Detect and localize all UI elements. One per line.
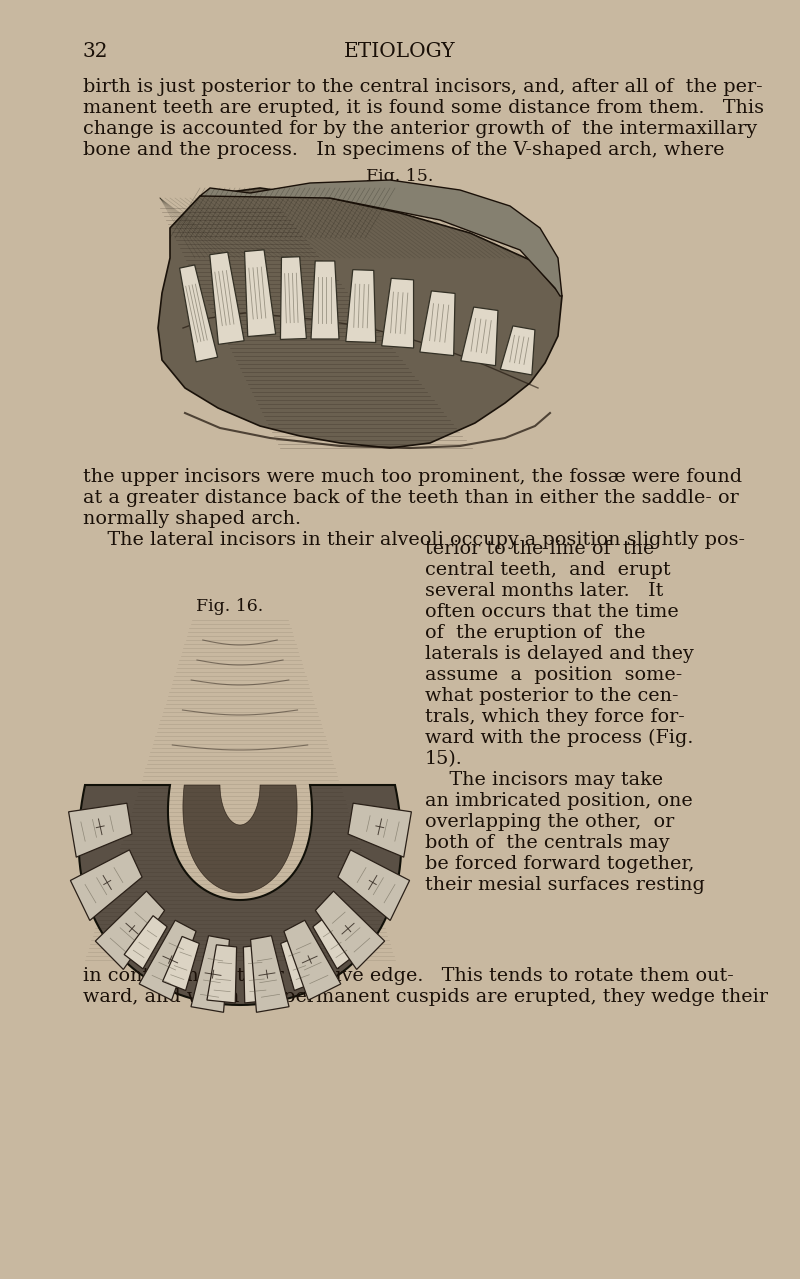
Text: central teeth,  and  erupt: central teeth, and erupt — [425, 561, 670, 579]
Polygon shape — [158, 188, 562, 448]
Text: The incisors may take: The incisors may take — [425, 771, 663, 789]
Text: bone and the process.   In specimens of the V-shaped arch, where: bone and the process. In specimens of th… — [83, 141, 725, 159]
Text: their mesial surfaces resting: their mesial surfaces resting — [425, 876, 705, 894]
Text: an imbricated position, one: an imbricated position, one — [425, 792, 693, 810]
Polygon shape — [315, 891, 385, 969]
Text: both of  the centrals may: both of the centrals may — [425, 834, 670, 852]
Polygon shape — [124, 916, 167, 969]
Polygon shape — [382, 279, 414, 348]
Text: Fig. 16.: Fig. 16. — [196, 599, 264, 615]
Text: often occurs that the time: often occurs that the time — [425, 602, 678, 622]
Polygon shape — [191, 936, 230, 1012]
Polygon shape — [69, 803, 132, 857]
Polygon shape — [78, 785, 402, 1005]
Polygon shape — [183, 785, 297, 893]
Polygon shape — [250, 936, 289, 1012]
Text: ETIOLOGY: ETIOLOGY — [344, 42, 456, 61]
Text: normally shaped arch.: normally shaped arch. — [83, 510, 301, 528]
Polygon shape — [500, 326, 535, 375]
Text: overlapping the other,  or: overlapping the other, or — [425, 813, 674, 831]
Polygon shape — [95, 891, 165, 969]
Polygon shape — [207, 945, 237, 1003]
Text: manent teeth are erupted, it is found some distance from them.   This: manent teeth are erupted, it is found so… — [83, 98, 764, 116]
Text: change is accounted for by the anterior growth of  the intermaxillary: change is accounted for by the anterior … — [83, 120, 757, 138]
Text: at a greater distance back of the teeth than in either the saddle- or: at a greater distance back of the teeth … — [83, 489, 738, 506]
Text: the upper incisors were much too prominent, the fossæ were found: the upper incisors were much too promine… — [83, 468, 742, 486]
Text: what posterior to the cen-: what posterior to the cen- — [425, 687, 678, 705]
Polygon shape — [210, 252, 244, 344]
Polygon shape — [311, 261, 339, 339]
Polygon shape — [348, 803, 411, 857]
Polygon shape — [346, 270, 376, 343]
Text: be forced forward together,: be forced forward together, — [425, 854, 694, 874]
Text: 32: 32 — [83, 42, 109, 61]
Polygon shape — [139, 920, 196, 1000]
Text: trals, which they force for-: trals, which they force for- — [425, 709, 685, 726]
Text: several months later.   It: several months later. It — [425, 582, 663, 600]
Text: in contact near their incisive edge.   This tends to rotate them out-: in contact near their incisive edge. Thi… — [83, 967, 734, 985]
Polygon shape — [338, 849, 410, 921]
Polygon shape — [200, 180, 562, 295]
Text: Fig. 15.: Fig. 15. — [366, 168, 434, 185]
Polygon shape — [420, 290, 455, 356]
Text: laterals is delayed and they: laterals is delayed and they — [425, 645, 694, 663]
Text: assume  a  position  some-: assume a position some- — [425, 666, 682, 684]
Text: 15).: 15). — [425, 749, 462, 767]
Polygon shape — [284, 920, 341, 1000]
Polygon shape — [243, 945, 273, 1003]
Polygon shape — [70, 849, 142, 921]
Polygon shape — [281, 257, 306, 339]
Text: ward with the process (Fig.: ward with the process (Fig. — [425, 729, 694, 747]
Polygon shape — [313, 916, 356, 969]
Text: birth is just posterior to the central incisors, and, after all of  the per-: birth is just posterior to the central i… — [83, 78, 762, 96]
Text: ward, and when the permanent cuspids are erupted, they wedge their: ward, and when the permanent cuspids are… — [83, 987, 768, 1007]
Polygon shape — [162, 936, 199, 990]
Text: of  the eruption of  the: of the eruption of the — [425, 624, 646, 642]
Polygon shape — [461, 307, 498, 366]
Polygon shape — [281, 936, 318, 990]
Text: terior to the line of  the: terior to the line of the — [425, 540, 654, 558]
Polygon shape — [179, 265, 218, 362]
Text: The lateral incisors in their alveoli occupy a position slightly pos-: The lateral incisors in their alveoli oc… — [83, 531, 745, 549]
Polygon shape — [245, 249, 276, 336]
